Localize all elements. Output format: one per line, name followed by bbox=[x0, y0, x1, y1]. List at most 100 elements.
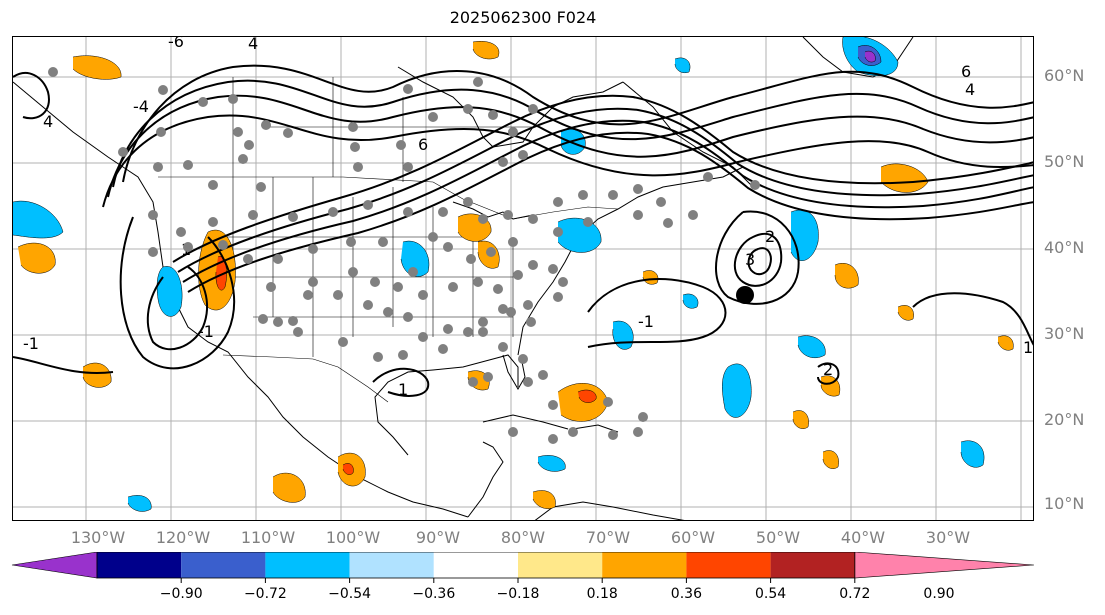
lat-label-4: 20°N bbox=[1044, 410, 1085, 429]
canada-provinces bbox=[232, 77, 533, 182]
contour-label-2: -4 bbox=[133, 97, 149, 116]
station-dot-4 bbox=[198, 97, 208, 107]
station-dot-64 bbox=[243, 254, 253, 264]
lon-label-6: 70°W bbox=[585, 528, 631, 547]
station-dot-5 bbox=[228, 94, 238, 104]
contour-gulf-1 bbox=[372, 367, 430, 397]
station-dot-34 bbox=[328, 207, 338, 217]
station-dot-15 bbox=[348, 122, 358, 132]
station-dot-35 bbox=[363, 200, 373, 210]
colorbar-extend-low bbox=[11, 552, 98, 579]
station-dot-49 bbox=[750, 180, 760, 190]
positive-anomaly-31 bbox=[792, 410, 809, 429]
colorbar-extend-high bbox=[854, 552, 1035, 579]
station-dot-100 bbox=[438, 344, 448, 354]
negative-anomaly-35 bbox=[864, 50, 876, 63]
canada-hudson-coast bbox=[397, 66, 624, 148]
contour-label-7: 1 bbox=[398, 380, 408, 399]
colorbar-tick-label-5: 0.18 bbox=[586, 586, 618, 602]
station-dot-63 bbox=[273, 254, 283, 264]
negative-anomaly-2 bbox=[156, 266, 183, 317]
contour-atlantic-1 bbox=[587, 278, 727, 348]
station-dot-28 bbox=[403, 162, 413, 172]
political-borders bbox=[158, 77, 619, 403]
station-dot-66 bbox=[183, 242, 193, 252]
lon-label-10: 30°W bbox=[925, 528, 971, 547]
station-dot-69 bbox=[288, 316, 298, 326]
colorbar-segment-8 bbox=[686, 552, 771, 578]
contour-label-3: 4 bbox=[43, 112, 53, 131]
station-dot-46 bbox=[656, 197, 666, 207]
station-dot-2 bbox=[156, 127, 166, 137]
contour-label-12: 4 bbox=[965, 80, 975, 99]
positive-anomaly-12 bbox=[577, 389, 597, 403]
station-dot-31 bbox=[208, 217, 218, 227]
negative-anomaly-28 bbox=[797, 335, 826, 359]
colorbar-tick-label-0: −0.90 bbox=[159, 586, 203, 602]
positive-anomaly-17 bbox=[272, 472, 306, 503]
station-dot-60 bbox=[378, 237, 388, 247]
positive-anomaly-36 bbox=[472, 41, 500, 60]
station-dot-88 bbox=[403, 312, 413, 322]
station-dot-65 bbox=[218, 240, 228, 250]
negative-anomaly-23 bbox=[682, 293, 699, 309]
colorbar-tick-label-7: 0.54 bbox=[755, 586, 787, 602]
colorbar-tick-label-9: 0.90 bbox=[923, 586, 955, 602]
colorbar-segment-9 bbox=[770, 552, 855, 578]
lat-label-0: 60°N bbox=[1044, 66, 1085, 85]
station-dot-75 bbox=[473, 277, 483, 287]
station-dot-85 bbox=[463, 327, 473, 337]
contour-low-ring-outer bbox=[715, 210, 800, 305]
map-title: 2025062300 F024 bbox=[449, 8, 597, 27]
station-dot-115 bbox=[638, 412, 648, 422]
station-dot-59 bbox=[408, 267, 418, 277]
station-dot-58 bbox=[428, 232, 438, 242]
station-dot-43 bbox=[578, 190, 588, 200]
station-dot-32 bbox=[248, 210, 258, 220]
station-dot-107 bbox=[468, 377, 478, 387]
contour-label-8: -1 bbox=[638, 312, 654, 331]
station-dot-116 bbox=[548, 400, 558, 410]
station-dot-7 bbox=[233, 127, 243, 137]
station-dot-73 bbox=[418, 290, 428, 300]
colorbar-segment-6 bbox=[518, 552, 603, 578]
station-dot-106 bbox=[483, 372, 493, 382]
colorbar-outline bbox=[96, 552, 856, 579]
station-dot-87 bbox=[418, 332, 428, 342]
station-dot-3 bbox=[118, 147, 128, 157]
lon-label-9: 40°W bbox=[840, 528, 886, 547]
station-dot-19 bbox=[403, 84, 413, 94]
station-dot-79 bbox=[548, 264, 558, 274]
station-dot-1 bbox=[158, 85, 168, 95]
mexico-gulf-coast bbox=[374, 354, 519, 456]
station-dot-22 bbox=[488, 110, 498, 120]
negative-anomaly-27 bbox=[722, 363, 752, 418]
station-dot-52 bbox=[583, 217, 593, 227]
station-dot-103 bbox=[526, 317, 536, 327]
station-dot-45 bbox=[633, 184, 643, 194]
station-dot-47 bbox=[688, 210, 698, 220]
station-dot-90 bbox=[363, 300, 373, 310]
station-dot-42 bbox=[553, 197, 563, 207]
station-dot-23 bbox=[508, 127, 518, 137]
lon-label-7: 60°W bbox=[670, 528, 716, 547]
colorbar-segment-4 bbox=[349, 552, 434, 578]
negative-anomaly-14 bbox=[537, 455, 566, 472]
negative-anomaly-19 bbox=[127, 495, 152, 512]
station-dot-80 bbox=[558, 277, 568, 287]
contour-label-9: 1 bbox=[1023, 338, 1033, 357]
station-dot-37 bbox=[438, 207, 448, 217]
station-dot-41 bbox=[528, 214, 538, 224]
lon-label-5: 80°W bbox=[500, 528, 546, 547]
station-dot-97 bbox=[338, 337, 348, 347]
negative-anomaly-21 bbox=[612, 320, 634, 350]
station-dot-13 bbox=[238, 154, 248, 164]
contour-jet-band-3 bbox=[182, 119, 1033, 283]
positive-anomaly-39 bbox=[897, 305, 914, 321]
station-dot-82 bbox=[523, 300, 533, 310]
station-dot-30 bbox=[176, 227, 186, 237]
station-dot-12 bbox=[208, 180, 218, 190]
